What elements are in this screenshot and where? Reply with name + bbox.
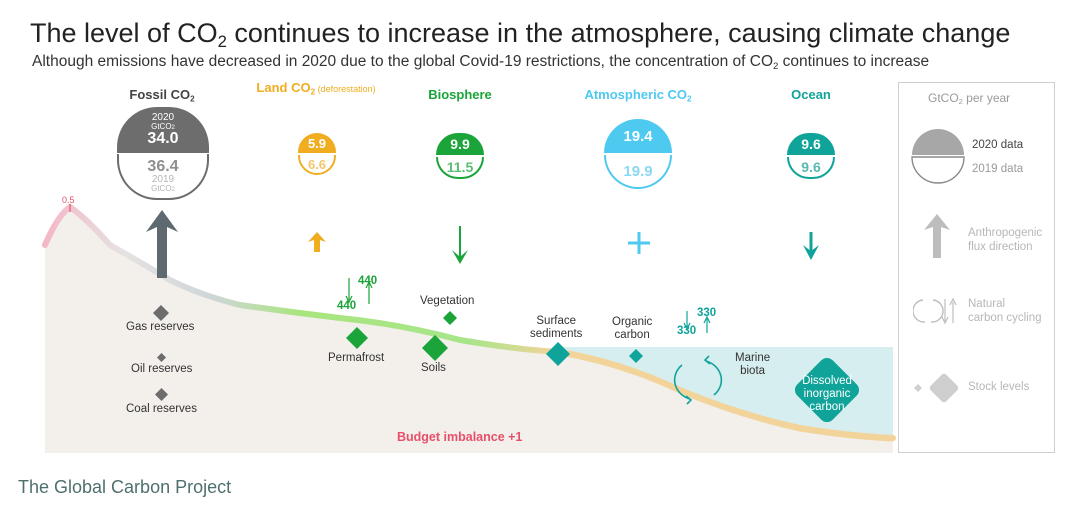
page-subtitle: Although emissions have decreased in 202… xyxy=(32,53,930,72)
legend-stock-diamond-icon xyxy=(914,373,959,403)
vegetation-label: Vegetation xyxy=(420,295,475,307)
page-title: The level of CO2 continues to increase i… xyxy=(30,18,1011,52)
permafrost-diamond-icon xyxy=(346,327,368,349)
ocean-flux-arrows-icon xyxy=(683,311,711,333)
gas-reserves-diamond-icon xyxy=(153,305,169,321)
ocean-flux-down-value: 330 xyxy=(677,325,697,337)
ocean-water xyxy=(560,347,893,440)
legend-2019-data: 2019 data xyxy=(972,163,1024,175)
header-atmospheric: Atmospheric CO2 xyxy=(584,87,692,104)
legend-badge-icon xyxy=(911,129,965,184)
organic-carbon-label: Organic carbon xyxy=(612,316,653,341)
legend-stock-label: Stock levels xyxy=(968,381,1030,393)
ocean-badge-2020: 9.6 xyxy=(787,133,835,155)
atmosphere-plus-icon xyxy=(628,232,650,254)
terrain-crest xyxy=(42,203,896,441)
marine-biota-label: Marine biota xyxy=(735,352,771,377)
oil-reserves-diamond-icon xyxy=(157,353,166,362)
land-flux-down-value: 440 xyxy=(337,300,357,312)
land-flux-up-value: 440 xyxy=(358,275,378,287)
biosphere-down-arrow-icon xyxy=(452,226,468,264)
dissolved-inorganic-carbon-label: Dissolved inorganic carbon xyxy=(802,375,852,413)
source-credit: The Global Carbon Project xyxy=(18,477,232,497)
header-biosphere: Biosphere xyxy=(428,87,492,102)
permafrost-label: Permafrost xyxy=(328,352,385,364)
land-up-arrow-icon xyxy=(308,232,326,252)
budget-imbalance-label: Budget imbalance +1 xyxy=(397,430,523,444)
biosphere-badge-2020: 9.9 xyxy=(436,133,484,155)
gas-reserves-label: Gas reserves xyxy=(126,321,195,333)
surface-sediments-diamond-icon xyxy=(546,342,570,366)
land-flux-arrows-icon xyxy=(345,278,373,304)
legend-2020-data: 2020 data xyxy=(972,139,1024,151)
vegetation-diamond-icon xyxy=(443,311,457,325)
soils-label: Soils xyxy=(421,362,446,374)
peak-value: 0.5 xyxy=(62,195,75,205)
ocean-flux-up-value: 330 xyxy=(697,307,717,319)
surface-sediments-label: Surface sediments xyxy=(530,315,583,340)
dissolved-inorganic-carbon-diamond-icon xyxy=(794,357,860,423)
legend-natural-cycle-icon xyxy=(913,297,957,325)
organic-carbon-diamond-icon xyxy=(629,349,643,363)
fossil-up-arrow-icon xyxy=(146,210,178,278)
legend-natural-label: Natural carbon cycling xyxy=(968,298,1042,324)
fossil-badge-2020: 2020 GtCO2 34.0 xyxy=(117,107,209,153)
header-land: Land CO2 (deforestation) xyxy=(256,80,376,97)
ocean-badge-2019: 9.6 xyxy=(787,157,835,179)
header-ocean: Ocean xyxy=(791,87,831,102)
soils-diamond-icon xyxy=(422,335,448,361)
oil-reserves-label: Oil reserves xyxy=(131,363,193,375)
legend-title: GtCO2 per year xyxy=(928,91,1011,107)
land-badge-2020: 5.9 xyxy=(298,133,336,153)
coal-reserves-diamond-icon xyxy=(155,388,168,401)
header-fossil: Fossil CO2 xyxy=(129,87,195,104)
coal-reserves-label: Coal reserves xyxy=(126,403,197,415)
marine-biota-cycle-icon xyxy=(673,355,723,405)
legend-anthropogenic-arrow-icon xyxy=(924,214,950,258)
ocean-down-arrow-icon xyxy=(803,232,819,260)
legend-anthropogenic-label: Anthropogenic flux direction xyxy=(968,227,1043,253)
